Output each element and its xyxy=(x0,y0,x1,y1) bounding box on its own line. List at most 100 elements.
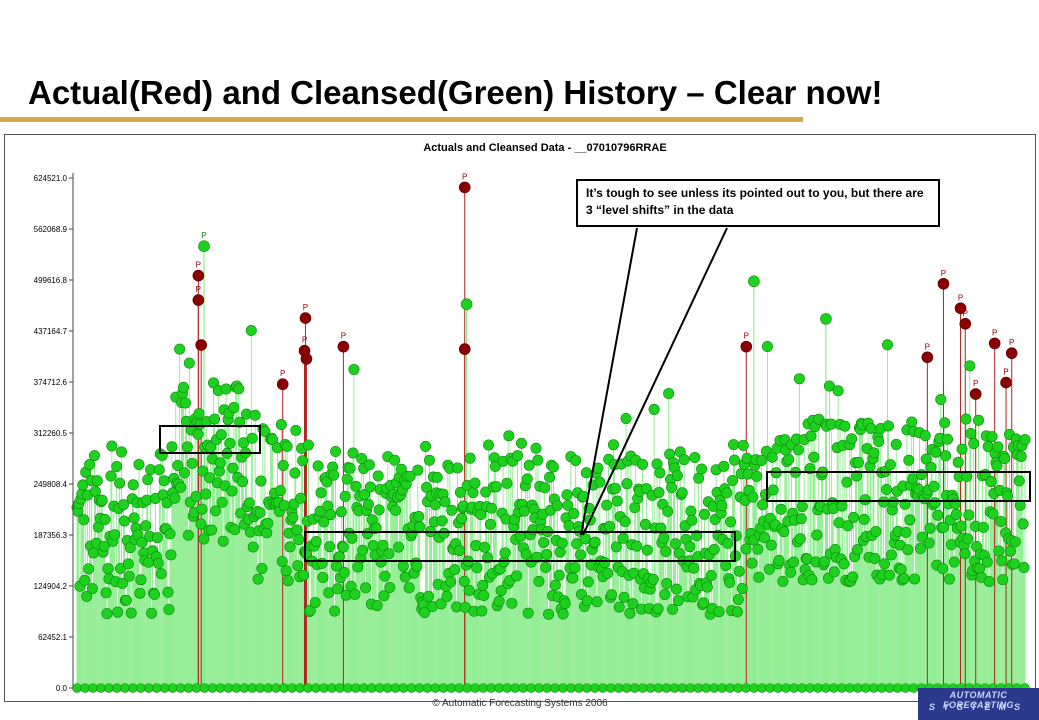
cleansed-point xyxy=(752,543,764,555)
cleansed-point xyxy=(483,439,495,451)
outlier-label: P xyxy=(462,172,467,181)
cleansed-point xyxy=(693,472,705,484)
baseline-point xyxy=(781,683,791,693)
cleansed-point xyxy=(200,488,212,500)
baseline-point xyxy=(478,683,489,693)
cleansed-point xyxy=(421,481,433,493)
cleansed-point xyxy=(214,457,226,469)
cleansed-point xyxy=(819,556,831,568)
cleansed-point xyxy=(847,571,859,583)
cleansed-point xyxy=(624,607,636,619)
cleansed-point xyxy=(341,473,353,485)
cleansed-point xyxy=(647,573,659,585)
cleansed-point xyxy=(439,496,451,508)
actual-point xyxy=(1005,347,1018,359)
cleansed-point xyxy=(757,499,769,511)
cleansed-point xyxy=(567,572,579,584)
cleansed-point xyxy=(639,518,651,530)
cleansed-point xyxy=(389,454,401,466)
cleansed-point xyxy=(981,556,993,568)
cleansed-point xyxy=(489,460,501,472)
cleansed-point xyxy=(929,497,941,509)
cleansed-point xyxy=(290,424,302,436)
cleansed-point xyxy=(172,460,184,472)
baseline-point xyxy=(446,683,457,693)
cleansed-point xyxy=(501,477,513,489)
cleansed-point xyxy=(190,490,202,502)
actual-point xyxy=(1000,376,1012,389)
cleansed-point xyxy=(435,598,447,610)
y-tick-label: 62452.1 xyxy=(38,633,67,642)
cleansed-point xyxy=(392,541,404,553)
cleansed-point xyxy=(688,562,700,574)
cleansed-point xyxy=(243,497,255,509)
cleansed-point xyxy=(506,597,518,609)
cleansed-point xyxy=(793,373,805,385)
baseline-point xyxy=(207,683,218,693)
cleansed-point xyxy=(292,560,304,572)
cleansed-point xyxy=(575,549,587,561)
baseline-point xyxy=(470,683,481,693)
cleansed-point xyxy=(289,467,301,479)
baseline-point xyxy=(343,683,353,693)
cleansed-point xyxy=(390,504,402,516)
cleansed-point xyxy=(152,557,164,569)
cleansed-point xyxy=(653,486,665,498)
cleansed-point xyxy=(778,526,790,538)
cleansed-point xyxy=(890,438,902,450)
cleansed-point xyxy=(217,535,229,547)
actual-point xyxy=(195,339,207,351)
cleansed-point xyxy=(117,499,129,511)
level-shift-callout: It’s tough to see unless its pointed out… xyxy=(576,179,940,227)
cleansed-point xyxy=(142,474,154,486)
baseline-point xyxy=(534,683,544,693)
cleansed-point xyxy=(884,459,896,471)
baseline-point xyxy=(550,683,560,693)
baseline-point xyxy=(757,683,767,693)
outlier-label: P xyxy=(973,379,978,388)
actual-point xyxy=(192,294,205,306)
cleansed-point xyxy=(731,606,743,618)
baseline-point xyxy=(127,683,138,693)
baseline-point xyxy=(279,683,289,693)
cleansed-point xyxy=(84,458,96,470)
baseline-point xyxy=(112,683,122,693)
cleansed-point xyxy=(561,489,573,501)
baseline-point xyxy=(821,683,831,693)
cleansed-point xyxy=(763,563,775,575)
cleansed-point xyxy=(158,475,170,487)
cleansed-point xyxy=(372,470,384,482)
cleansed-point xyxy=(773,554,785,566)
cleansed-point xyxy=(842,520,854,532)
baseline-point xyxy=(199,683,210,693)
cleansed-point xyxy=(441,590,453,602)
cleansed-point xyxy=(375,556,387,568)
cleansed-point xyxy=(377,539,389,551)
cleansed-point xyxy=(255,475,267,487)
baseline-point xyxy=(494,683,505,693)
cleansed-point xyxy=(287,511,299,523)
cleansed-point xyxy=(658,532,670,544)
cleansed-point xyxy=(841,476,853,488)
baseline-point xyxy=(167,683,178,693)
y-tick-label: 0.0 xyxy=(56,684,68,693)
cleansed-point xyxy=(619,516,631,528)
cleansed-point xyxy=(882,420,894,432)
baseline-point xyxy=(223,683,234,693)
cleansed-point xyxy=(267,434,279,446)
cleansed-point xyxy=(182,529,194,541)
outlier-label: P xyxy=(196,285,201,294)
baseline-point xyxy=(558,683,568,693)
level-shift-box-2 xyxy=(304,531,736,562)
baseline-point xyxy=(661,683,672,693)
cleansed-point xyxy=(196,503,208,515)
cleansed-point xyxy=(996,555,1008,567)
cleansed-point xyxy=(948,556,960,568)
outlier-label: P xyxy=(1009,338,1014,347)
cleansed-point xyxy=(293,533,305,545)
baseline-point xyxy=(709,683,720,693)
cleansed-point xyxy=(216,496,228,508)
cleansed-point xyxy=(705,569,717,581)
cleansed-point xyxy=(455,513,467,525)
cleansed-point xyxy=(350,480,362,492)
